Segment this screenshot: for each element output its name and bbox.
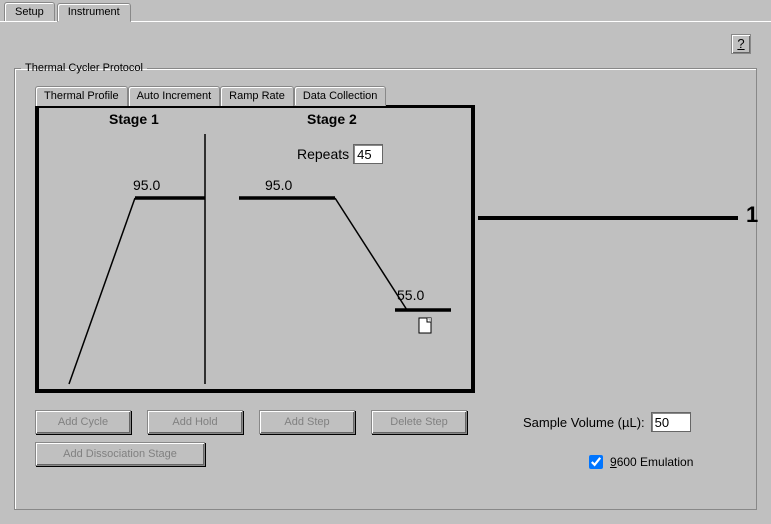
button-row-1: Add Cycle Add Hold Add Step Delete Step [35,410,467,434]
repeats-label: Repeats [297,146,349,162]
add-step-button[interactable]: Add Step [259,410,355,434]
add-cycle-button[interactable]: Add Cycle [35,410,131,434]
repeats-input[interactable] [353,144,383,164]
stage2-label: Stage 2 [307,111,357,127]
tab-setup[interactable]: Setup [4,2,55,21]
help-button[interactable]: ? [731,34,751,54]
stage1-label: Stage 1 [109,111,159,127]
group-legend: Thermal Cycler Protocol [21,62,147,74]
add-dissociation-stage-button[interactable]: Add Dissociation Stage [35,442,205,466]
thermal-profile-chart: Stage 1 Stage 2 95.0 95.0 55.0 Repeats [35,105,475,393]
sample-volume-input[interactable] [651,412,691,432]
callout-line [478,216,738,220]
tab-data-collection[interactable]: Data Collection [294,86,387,106]
temp-label-1: 95.0 [133,177,160,193]
instrument-panel: ? Thermal Cycler Protocol Thermal Profil… [0,21,771,524]
sample-volume-label: Sample Volume (µL): [523,415,645,430]
doc-icon [419,318,431,333]
delete-step-button[interactable]: Delete Step [371,410,467,434]
temp-label-2: 95.0 [265,177,292,193]
chart-svg: Stage 1 Stage 2 95.0 95.0 55.0 [39,108,471,389]
thermal-cycler-protocol-group: Thermal Cycler Protocol Thermal Profile … [14,62,757,510]
repeats-field: Repeats [297,144,383,164]
add-hold-button[interactable]: Add Hold [147,410,243,434]
callout-label-1: 1 [746,202,758,228]
main-tab-bar: Setup Instrument [4,2,133,21]
temp-label-3: 55.0 [397,287,424,303]
tab-auto-increment[interactable]: Auto Increment [128,86,221,106]
tab-ramp-rate[interactable]: Ramp Rate [220,86,294,106]
button-row-2: Add Dissociation Stage [35,442,205,466]
protocol-tab-bar: Thermal Profile Auto Increment Ramp Rate… [35,86,386,106]
tab-instrument[interactable]: Instrument [57,3,131,22]
emulation-label: 9600 Emulation [610,455,693,469]
emulation-field: 9600 Emulation [585,452,693,472]
tab-thermal-profile[interactable]: Thermal Profile [35,86,128,106]
sample-volume-field: Sample Volume (µL): [523,412,691,432]
emulation-checkbox[interactable] [589,455,603,469]
